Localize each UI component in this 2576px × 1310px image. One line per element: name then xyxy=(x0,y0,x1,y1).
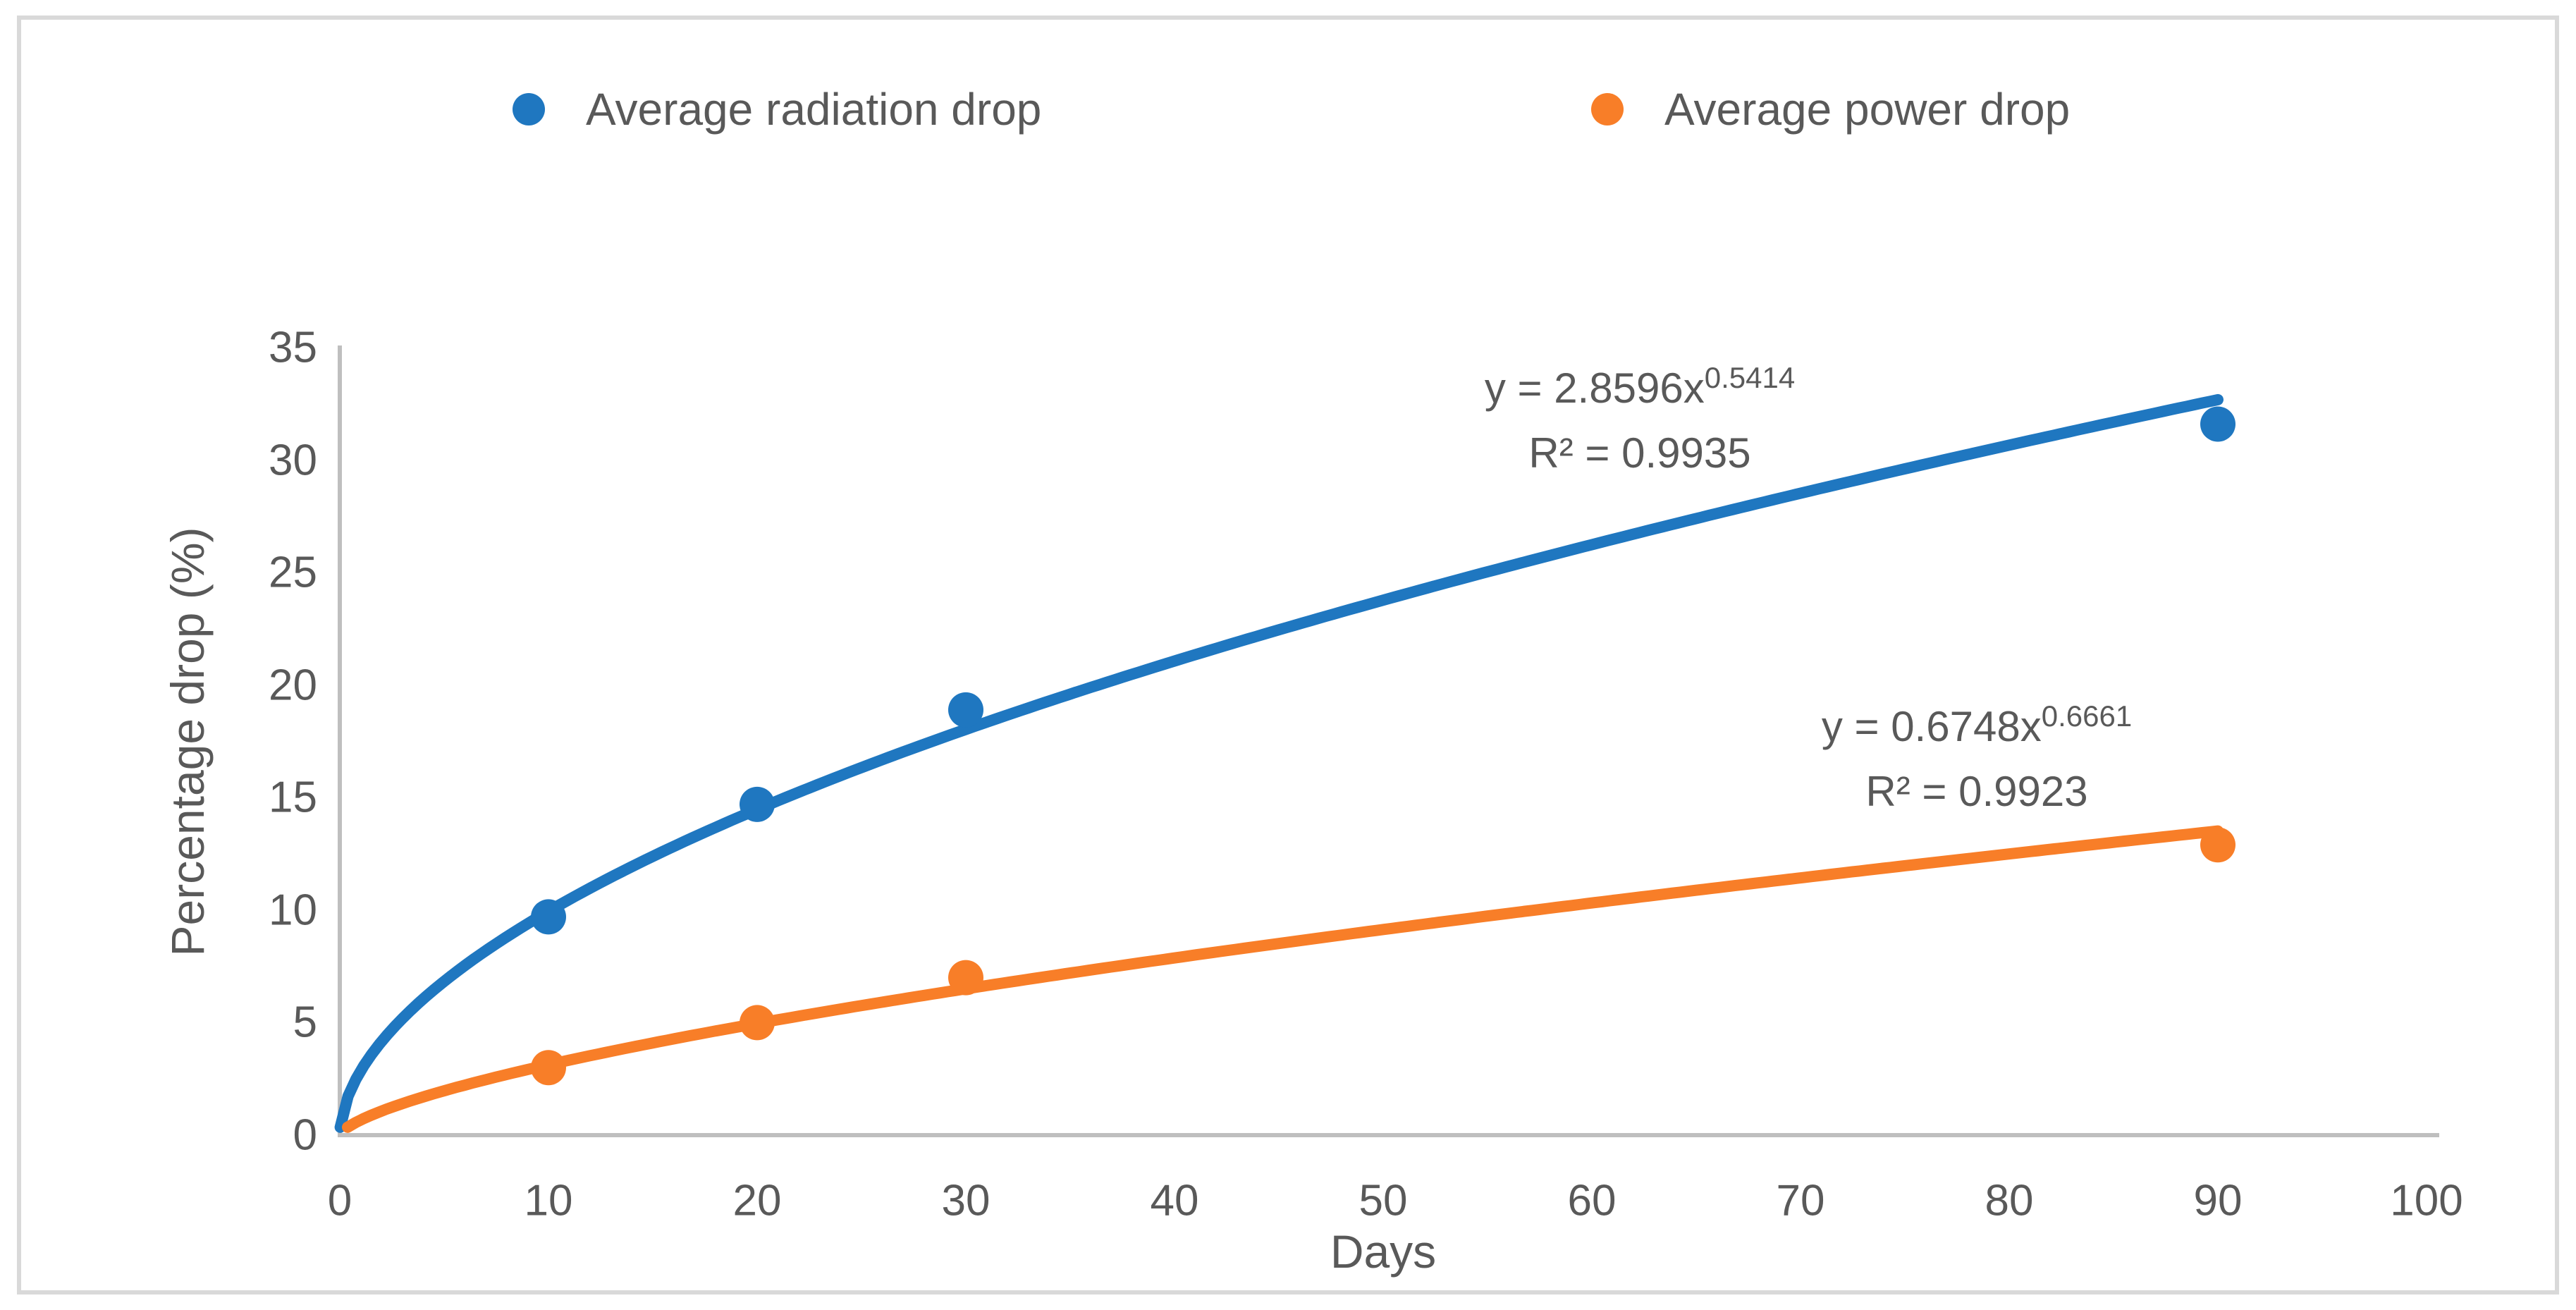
power-equation-exponent: 0.6661 xyxy=(2041,699,2133,733)
radiation-trendline-annotation: y = 2.8596x0.5414 R² = 0.9935 xyxy=(1485,356,1795,486)
x-tick-label: 50 xyxy=(1358,1176,1408,1225)
y-tick-label: 0 xyxy=(293,1110,317,1160)
radiation-trendline-curve xyxy=(334,393,2224,1133)
power-data-point xyxy=(2200,827,2235,863)
x-tick-label: 0 xyxy=(327,1176,352,1225)
legend-item-power: Average power drop xyxy=(1591,83,2070,135)
x-tick-label: 100 xyxy=(2390,1176,2463,1225)
power-trendline-curve xyxy=(342,825,2224,1133)
y-tick-label: 10 xyxy=(269,886,317,935)
x-tick-label: 30 xyxy=(941,1176,990,1225)
radiation-series-marker-icon xyxy=(513,93,545,126)
x-tick-label: 40 xyxy=(1150,1176,1199,1225)
x-tick-label: 10 xyxy=(524,1176,573,1225)
power-r-squared: R² = 0.9923 xyxy=(1865,768,2088,815)
radiation-data-point xyxy=(740,786,775,822)
y-tick-label: 5 xyxy=(293,998,317,1047)
y-tick-label: 30 xyxy=(269,436,317,485)
power-series-marker-icon xyxy=(1591,93,1624,126)
y-tick-label: 35 xyxy=(269,323,317,372)
y-tick-label: 25 xyxy=(269,548,317,597)
radiation-r-squared: R² = 0.9935 xyxy=(1528,429,1751,477)
power-trendline-annotation: y = 0.6748x0.6661 R² = 0.9923 xyxy=(1822,694,2132,824)
x-tick-label: 20 xyxy=(732,1176,782,1225)
y-axis-title: Percentage drop (%) xyxy=(161,527,214,957)
radiation-data-point xyxy=(2200,406,2235,442)
radiation-equation-exponent: 0.5414 xyxy=(1704,361,1796,394)
legend-item-radiation: Average radiation drop xyxy=(513,83,1041,135)
x-tick-label: 90 xyxy=(2193,1176,2243,1225)
radiation-equation: y = 2.8596x0.5414 xyxy=(1485,356,1795,421)
power-data-point xyxy=(948,960,983,996)
power-equation-base: y = 0.6748x xyxy=(1821,703,2042,750)
power-data-point xyxy=(531,1050,566,1086)
radiation-equation-base: y = 2.8596x xyxy=(1484,365,1705,412)
legend-label-power: Average power drop xyxy=(1664,84,2071,135)
legend-label-radiation: Average radiation drop xyxy=(586,84,1042,135)
x-tick-label: 60 xyxy=(1567,1176,1617,1225)
chart-border xyxy=(17,16,2559,1294)
y-tick-label: 20 xyxy=(269,661,317,710)
x-tick-label: 80 xyxy=(1985,1176,2034,1225)
y-tick-label: 15 xyxy=(269,773,317,822)
radiation-data-point xyxy=(948,692,983,728)
power-equation: y = 0.6748x0.6661 xyxy=(1822,694,2132,759)
radiation-data-point xyxy=(531,899,566,935)
power-data-point xyxy=(740,1005,775,1041)
x-axis-title: Days xyxy=(1330,1225,1437,1278)
x-tick-label: 70 xyxy=(1776,1176,1825,1225)
